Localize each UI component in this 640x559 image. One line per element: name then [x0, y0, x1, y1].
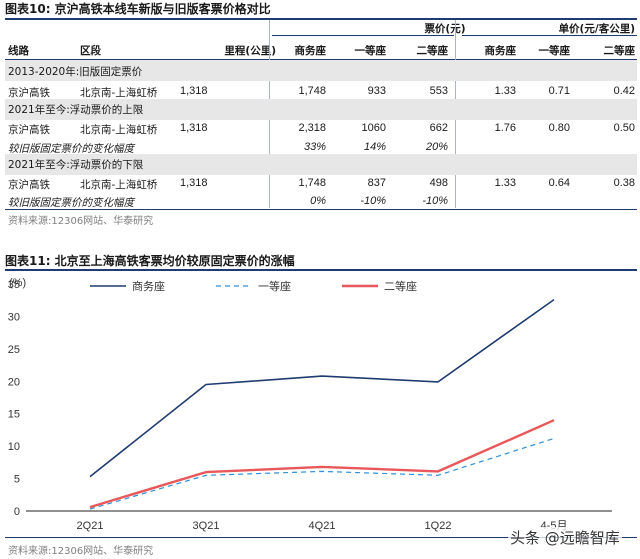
figure-top-rule [5, 269, 637, 271]
table-bottom-rule [5, 209, 637, 210]
segment-cell: 北京南-上海虹桥 [80, 124, 158, 136]
fare-business-cell: 1,748 [298, 85, 326, 97]
y-tick-label: 15 [8, 409, 20, 421]
change-business-cell: 33% [303, 141, 326, 153]
y-tick-label: 5 [14, 474, 20, 486]
route-cell: 京沪高铁 [8, 87, 50, 99]
col-header-business: 商务座 [294, 45, 327, 57]
header-rule [5, 59, 637, 60]
x-tick-label: 3Q21 [193, 520, 220, 532]
distance-cell: 1,318 [180, 177, 208, 189]
series-lines [89, 298, 555, 510]
legend: 商务座 一等座 二等座 [90, 279, 417, 293]
col-header-unit-second: 二等座 [603, 45, 636, 57]
legend-label: 一等座 [258, 279, 291, 293]
unit-first-cell: 0.64 [548, 177, 570, 189]
fare-second-cell: 662 [429, 122, 448, 134]
change-second-cell: 20% [425, 141, 448, 153]
change-label-cell: 较旧版固定票价的变化幅度 [8, 197, 134, 209]
fare-business-cell: 2,318 [298, 122, 326, 134]
fare-second-cell: 553 [429, 85, 448, 97]
y-tick-label: 10 [8, 441, 20, 453]
fare-first-cell: 933 [367, 85, 386, 97]
fare-first-cell: 1060 [361, 122, 386, 134]
figure-bottom-rule [5, 537, 637, 538]
change-first-cell: -10% [360, 195, 386, 207]
x-tick-label: 1Q22 [425, 520, 452, 532]
y-tick-label: 0 [14, 506, 20, 518]
distance-cell: 1,318 [180, 122, 208, 134]
section-band [5, 154, 637, 175]
legend-label: 二等座 [384, 279, 417, 293]
section-label: 2021年至今:浮动票价的上限 [8, 104, 144, 116]
y-tick-label: 20 [8, 376, 20, 388]
fare-first-cell: 837 [367, 177, 386, 189]
unit-first-cell: 0.80 [548, 122, 570, 134]
unit-second-cell: 0.42 [613, 85, 635, 97]
unit-business-cell: 1.76 [494, 122, 516, 134]
col-header-unit-first: 一等座 [538, 45, 571, 57]
col-header-second: 二等座 [416, 45, 449, 57]
route-cell: 京沪高铁 [8, 124, 50, 136]
unit-business-cell: 1.33 [494, 85, 516, 97]
unit-second-cell: 0.38 [613, 177, 635, 189]
col-header-segment: 区段 [80, 45, 101, 57]
series-line-1 [89, 298, 555, 478]
unit-second-cell: 0.50 [613, 122, 635, 134]
section-band [5, 99, 637, 120]
table-top-rule [5, 18, 637, 20]
x-tick-label: 4Q21 [309, 520, 336, 532]
col-header-first: 一等座 [354, 45, 387, 57]
series-line-3 [89, 419, 555, 509]
unit-first-cell: 0.71 [548, 85, 570, 97]
fare-group-rule [272, 35, 454, 36]
section-label: 2013-2020年:旧版固定票价 [8, 66, 143, 78]
x-axis: 2Q21 3Q21 4Q21 1Q22 4-5月 [77, 520, 568, 532]
legend-label: 商务座 [132, 279, 165, 293]
series-line-2 [89, 437, 555, 510]
figure-title: 图表11: 北京至上海高铁客票均价较原固定票价的涨幅 [5, 254, 295, 268]
y-axis: 0 5 10 15 20 25 30 35 [8, 279, 612, 518]
unit-business-cell: 1.33 [494, 177, 516, 189]
change-second-cell: -10% [422, 195, 448, 207]
col-header-route: 线路 [8, 45, 29, 57]
y-tick-label: 30 [8, 311, 20, 323]
change-business-cell: 0% [310, 195, 326, 207]
fare-business-cell: 1,748 [298, 177, 326, 189]
unit-group-rule [462, 35, 637, 36]
watermark: 头条 @远瞻智库 [508, 527, 622, 548]
segment-cell: 北京南-上海虹桥 [80, 179, 158, 191]
x-tick-label: 2Q21 [77, 520, 104, 532]
change-label-cell: 较旧版固定票价的变化幅度 [8, 143, 134, 155]
section-label: 2021年至今:浮动票价的下限 [8, 159, 144, 171]
segment-cell: 北京南-上海虹桥 [80, 87, 158, 99]
unit-price-group-header: 单价(元/客公里) [558, 23, 635, 35]
y-axis-label: (%) [9, 277, 26, 289]
y-tick-label: 35 [8, 279, 20, 291]
table-source: 资料来源:12306网站、华泰研究 [8, 216, 154, 227]
table-title: 图表10: 京沪高铁本线车新版与旧版客票价格对比 [5, 2, 271, 16]
col-header-unit-business: 商务座 [484, 45, 517, 57]
section-band [5, 60, 637, 81]
figure-source: 资料来源:12306网站、华泰研究 [8, 546, 154, 557]
change-first-cell: 14% [363, 141, 386, 153]
y-tick-label: 25 [8, 344, 20, 356]
distance-cell: 1,318 [180, 85, 208, 97]
fare-second-cell: 498 [429, 177, 448, 189]
route-cell: 京沪高铁 [8, 179, 50, 191]
col-header-distance: 里程(公里) [224, 45, 276, 57]
